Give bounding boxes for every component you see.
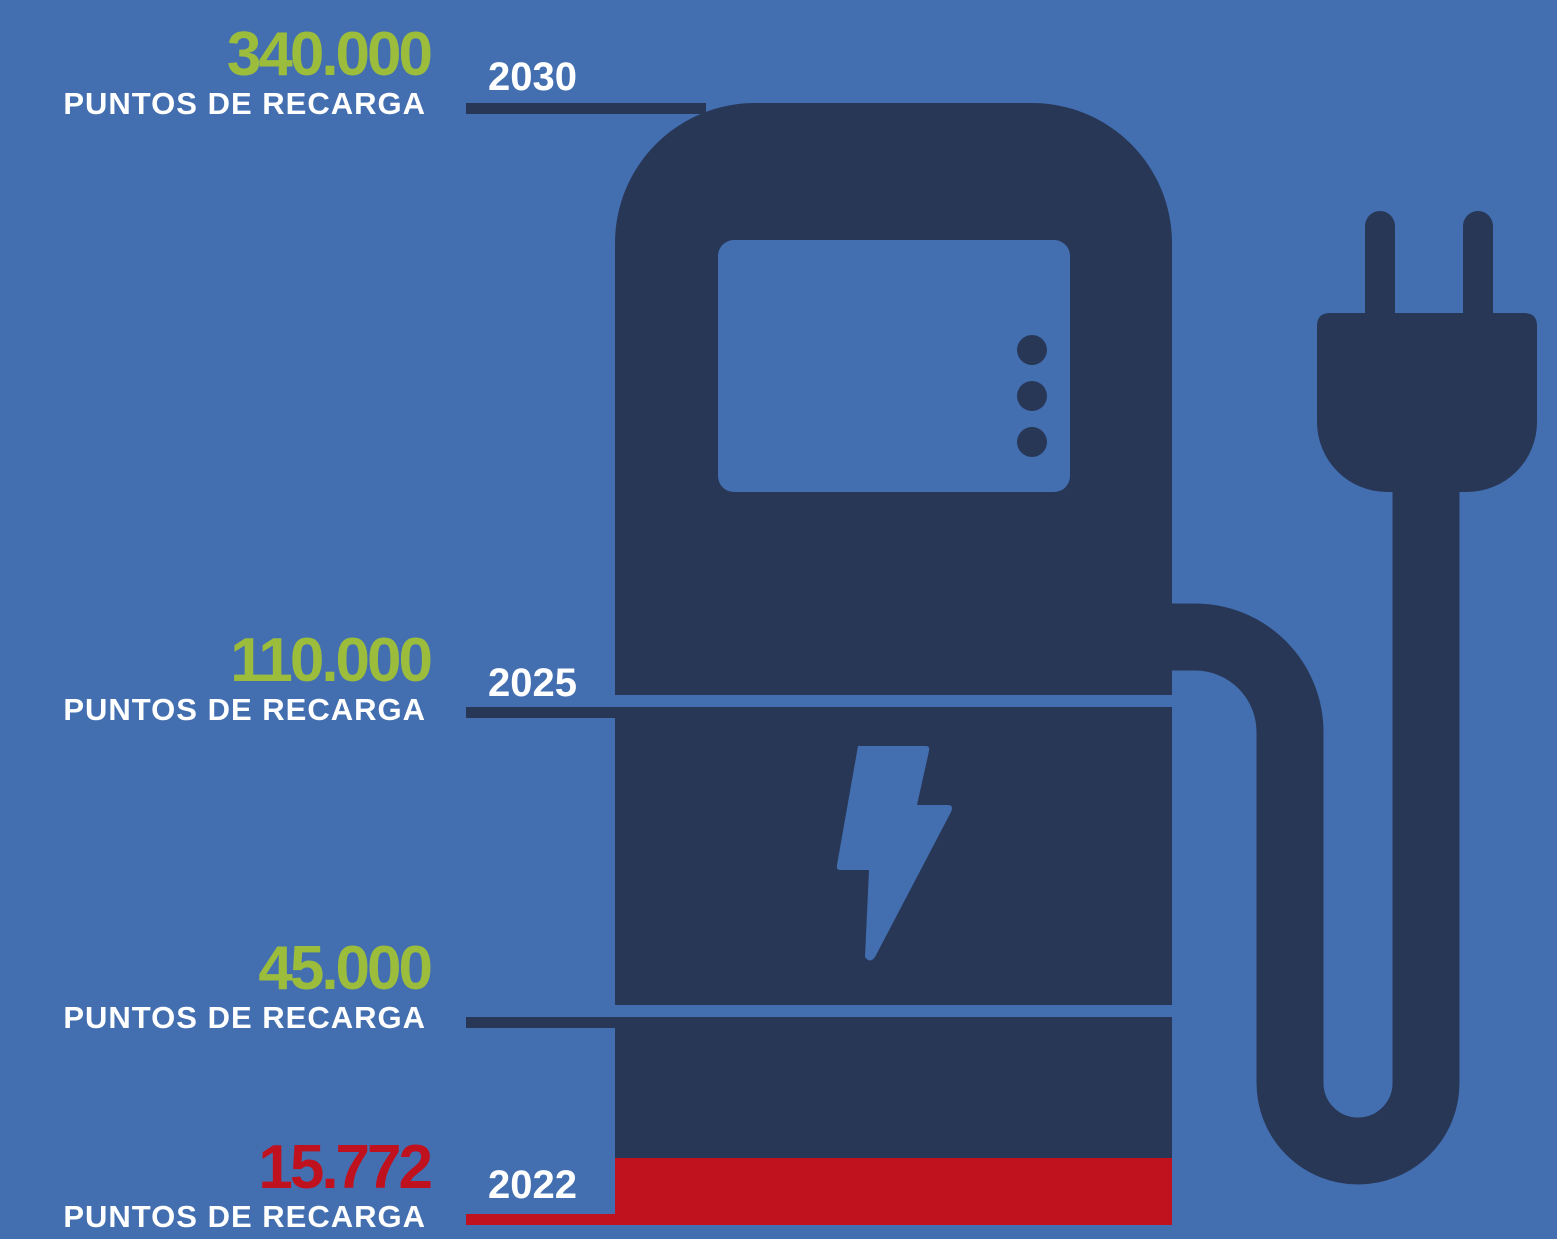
year: 2022 (488, 1163, 577, 1207)
value: 45.000 (258, 934, 430, 1003)
year: 2030 (488, 55, 577, 99)
value: 110.000 (230, 626, 430, 695)
value: 340.000 (227, 20, 431, 89)
plug (1317, 313, 1537, 492)
value: 15.772 (258, 1133, 430, 1202)
divider (615, 695, 1172, 707)
screen (718, 240, 1070, 492)
infographic: 340.000 PUNTOS DE RECARGA 2030 110.000 P… (0, 0, 1557, 1239)
dot (1017, 381, 1047, 411)
label: PUNTOS DE RECARGA (63, 1000, 426, 1035)
marker-line (466, 1214, 616, 1225)
label: PUNTOS DE RECARGA (63, 692, 426, 727)
label: PUNTOS DE RECARGA (63, 86, 426, 121)
marker-line (466, 707, 616, 718)
dot (1017, 335, 1047, 365)
label: PUNTOS DE RECARGA (63, 1199, 426, 1234)
current-level (615, 1158, 1172, 1225)
divider (615, 1005, 1172, 1017)
marker-line (466, 1017, 616, 1028)
dot (1017, 427, 1047, 457)
year: 2025 (488, 661, 577, 705)
marker-line (466, 103, 706, 114)
